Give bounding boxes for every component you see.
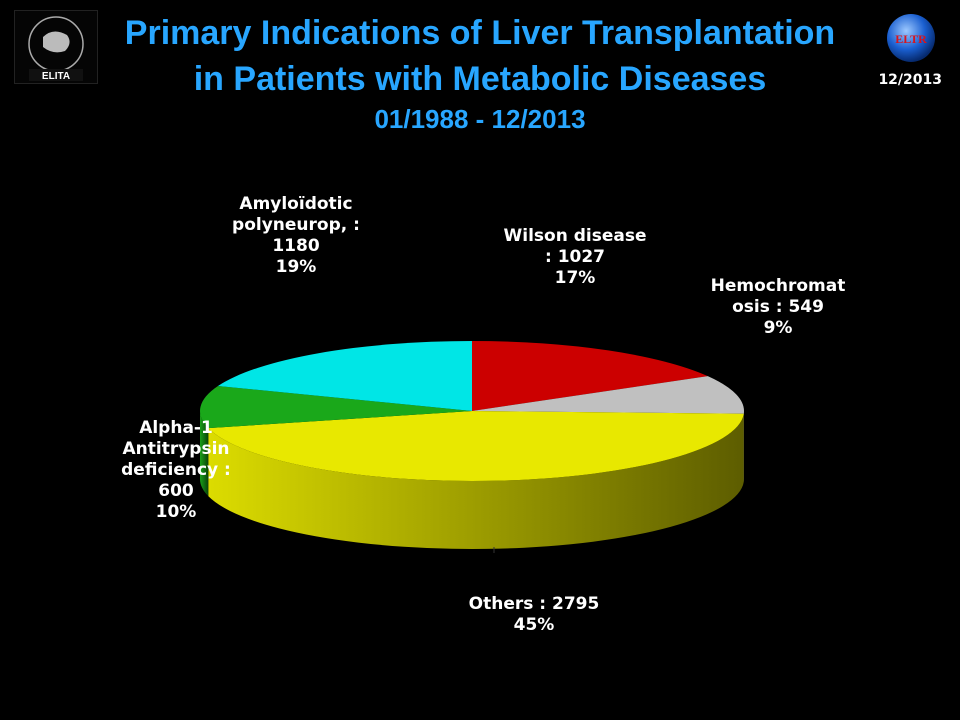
slice-label-line: 17% [554,268,596,288]
slice-label-line: deficiency : [121,460,231,480]
slice-label-line: : 1027 [544,247,606,267]
pie-slice-alpha1 [200,385,472,429]
slice-label-line: 45% [513,615,555,635]
slice-label-line: osis : 549 [732,297,824,317]
slice-label-line: 10% [155,502,197,522]
slice-label-line: Hemochromat [710,276,846,296]
eltr-globe-icon: ELTR [887,14,935,62]
pie-side-others [208,413,744,550]
pie-slice-wilson [472,341,708,411]
slice-label-line: Antitrypsin [122,439,230,459]
date-badge: 12/2013 [878,72,942,88]
slice-label-line: 9% [763,318,793,338]
pie-slice-others [208,411,744,481]
pie-slice-hemochromatosis [472,376,744,414]
slice-label-line: Alpha-1 [139,418,213,438]
chart-title-line1: Primary Indications of Liver Transplanta… [124,14,836,52]
elita-logo-graphic: ELITA [28,16,84,82]
elita-logo-text: ELITA [42,71,70,82]
slice-label-alpha1: Alpha-1 Antitrypsin deficiency :600 10% [108,418,244,523]
chart-period: 01/1988 - 12/2013 [374,104,586,134]
chart-title-line2: in Patients with Metabolic Diseases [193,60,767,98]
slice-label-line: 19% [275,257,317,277]
elita-logo: ELITA [14,10,98,84]
slice-label-line: Wilson disease [503,226,647,246]
slice-label-others: Others : 2795 45% [452,594,616,636]
slice-label-line: 1180 [272,236,320,256]
eltr-logo-text: ELTR [895,32,927,46]
slice-label-line: polyneurop, : [232,215,360,235]
slice-label-line: 600 [158,481,194,501]
eltr-logo: ELTR [882,12,940,64]
pie-slice-amyloidotic [217,341,472,411]
pie-side-alpha1 [200,411,209,497]
slice-label-hemochromatosis: Hemochromat osis : 549 9% [696,276,860,339]
slice-label-amyloidotic: Amyloïdotic polyneurop, :1180 19% [208,194,384,278]
slice-label-wilson: Wilson disease: 1027 17% [486,226,664,289]
slice-label-line: Amyloïdotic [239,194,353,214]
slice-label-line: Others : 2795 [468,594,600,614]
